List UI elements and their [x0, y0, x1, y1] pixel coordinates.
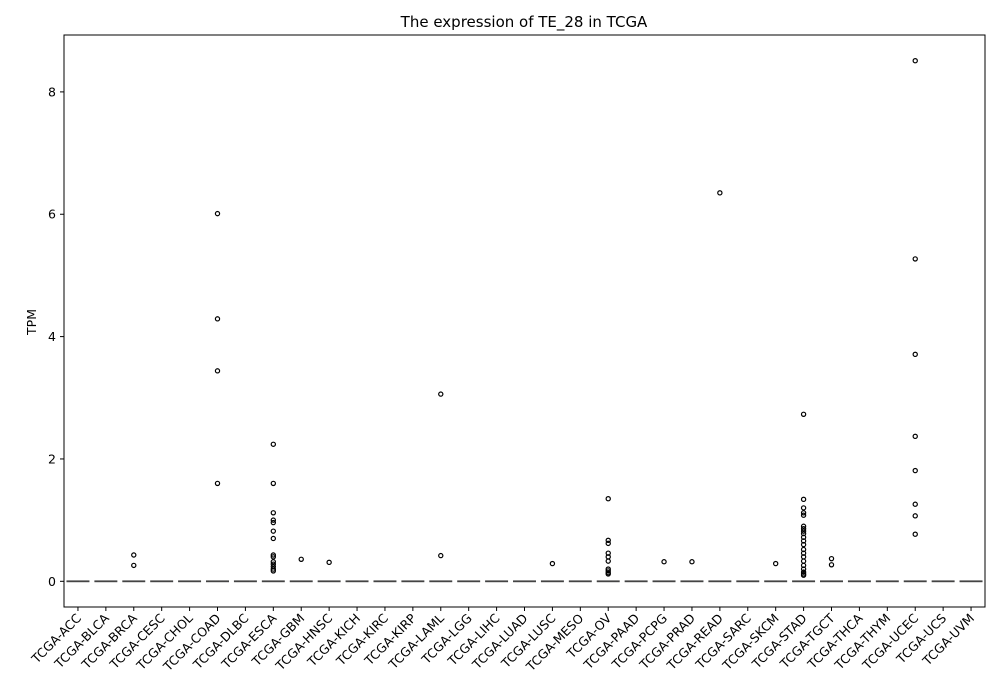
plot-area: [66, 57, 983, 583]
outlier-point: [270, 528, 277, 534]
outlier-point: [800, 512, 807, 518]
outlier-point: [270, 480, 277, 487]
outlier-point: [912, 501, 918, 507]
outlier-point: [270, 554, 277, 560]
outlier-point: [438, 552, 444, 559]
outlier-point: [605, 571, 611, 577]
outlier-point: [661, 559, 667, 565]
outlier-point: [549, 560, 556, 567]
outlier-point: [800, 496, 807, 503]
outlier-point: [605, 558, 611, 564]
outlier-point: [912, 433, 918, 440]
outlier-point: [605, 540, 611, 547]
outlier-point: [298, 556, 304, 562]
outlier-point: [270, 441, 277, 447]
outlier-point: [270, 510, 277, 516]
outlier-point: [912, 531, 918, 537]
outlier-point: [605, 537, 611, 544]
outlier-point: [270, 517, 277, 523]
outlier-point: [605, 496, 611, 502]
outlier-point: [800, 566, 807, 572]
outlier-point: [800, 541, 807, 548]
outlier-point: [800, 528, 807, 534]
outlier-point: [605, 568, 611, 574]
y-tick-label: 2: [48, 451, 56, 466]
outlier-point: [800, 510, 807, 516]
outlier-point: [828, 555, 835, 562]
outlier-point: [828, 562, 835, 568]
outlier-point: [214, 368, 221, 374]
outlier-point: [326, 559, 332, 566]
outlier-point: [800, 505, 807, 511]
outlier-point: [800, 525, 807, 532]
outlier-point: [912, 513, 918, 519]
outlier-point: [214, 480, 221, 487]
outlier-point: [800, 572, 807, 578]
outlier-point: [800, 523, 807, 529]
outlier-point: [214, 210, 221, 217]
outlier-point: [717, 190, 723, 196]
y-tick-label: 0: [48, 574, 56, 589]
outlier-point: [912, 351, 918, 358]
outlier-point: [912, 467, 918, 474]
outlier-point: [214, 316, 221, 322]
outlier-point: [689, 559, 695, 565]
outlier-point: [270, 561, 277, 567]
plot-frame: [63, 34, 986, 608]
outlier-point: [131, 552, 137, 558]
outlier-point: [912, 256, 918, 262]
outlier-point: [800, 558, 807, 564]
y-tick-label: 4: [48, 329, 56, 344]
outlier-point: [270, 568, 277, 574]
outlier-point: [800, 411, 807, 417]
outlier-point: [800, 569, 807, 575]
y-tick-label: 8: [48, 84, 56, 99]
outlier-point: [131, 562, 137, 569]
chart-title: The expression of TE_28 in TCGA: [400, 13, 648, 32]
outlier-point: [270, 566, 277, 572]
outlier-point: [912, 57, 918, 64]
y-tick-label: 6: [48, 207, 56, 222]
outlier-point: [270, 559, 277, 565]
outlier-point: [438, 391, 444, 397]
outlier-point: [270, 519, 277, 526]
y-axis-label: TPM: [24, 309, 39, 336]
outlier-point: [270, 535, 277, 542]
outlier-point: [772, 560, 779, 567]
outlier-point: [270, 552, 277, 558]
